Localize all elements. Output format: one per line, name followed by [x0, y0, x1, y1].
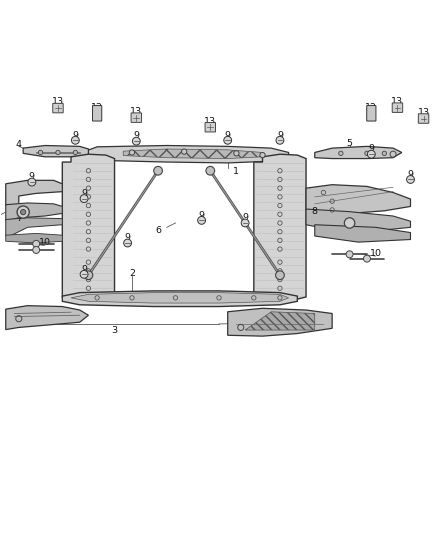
Circle shape: [21, 209, 26, 215]
Text: 9: 9: [81, 189, 87, 198]
Text: 4: 4: [16, 140, 22, 149]
Text: 10: 10: [370, 249, 381, 258]
Polygon shape: [315, 147, 402, 158]
Polygon shape: [6, 233, 62, 243]
Polygon shape: [80, 146, 289, 163]
FancyBboxPatch shape: [367, 106, 376, 121]
Text: 5: 5: [346, 139, 353, 148]
Text: 3: 3: [112, 326, 118, 335]
Text: 9: 9: [133, 132, 139, 140]
Text: 1: 1: [233, 167, 240, 176]
Circle shape: [198, 216, 205, 224]
Circle shape: [84, 271, 93, 279]
Circle shape: [28, 178, 36, 186]
FancyBboxPatch shape: [131, 113, 141, 123]
Text: 10: 10: [39, 238, 51, 247]
Polygon shape: [6, 305, 88, 329]
Circle shape: [39, 150, 43, 155]
Polygon shape: [23, 146, 88, 157]
FancyBboxPatch shape: [53, 103, 63, 113]
Text: 12: 12: [365, 103, 377, 112]
FancyBboxPatch shape: [92, 106, 102, 121]
Circle shape: [17, 206, 29, 218]
Text: 9: 9: [124, 233, 131, 243]
Circle shape: [80, 270, 88, 278]
Circle shape: [365, 151, 369, 156]
Circle shape: [367, 150, 375, 158]
Polygon shape: [62, 291, 297, 306]
Circle shape: [73, 150, 78, 155]
Circle shape: [346, 251, 353, 258]
Text: 13: 13: [417, 108, 430, 117]
Polygon shape: [306, 209, 410, 231]
Circle shape: [224, 136, 232, 144]
Text: 6: 6: [155, 227, 161, 235]
Polygon shape: [245, 312, 315, 330]
Polygon shape: [6, 180, 62, 206]
Circle shape: [33, 246, 40, 254]
Polygon shape: [6, 218, 62, 236]
Circle shape: [339, 151, 343, 156]
Text: 9: 9: [407, 169, 413, 179]
Text: 13: 13: [52, 98, 64, 107]
Text: 2: 2: [129, 269, 135, 278]
Circle shape: [154, 166, 162, 175]
Text: 8: 8: [312, 207, 318, 216]
Polygon shape: [306, 184, 410, 213]
Circle shape: [364, 255, 371, 262]
Polygon shape: [315, 225, 410, 242]
Circle shape: [276, 271, 284, 279]
Circle shape: [406, 175, 414, 183]
Text: 9: 9: [242, 213, 248, 222]
Circle shape: [344, 218, 355, 228]
Text: 9: 9: [198, 211, 205, 220]
Circle shape: [382, 151, 387, 156]
Circle shape: [260, 152, 265, 158]
Circle shape: [241, 219, 249, 227]
Circle shape: [182, 149, 187, 154]
Circle shape: [56, 150, 60, 155]
Text: 13: 13: [392, 98, 403, 107]
Polygon shape: [123, 149, 262, 158]
Text: 9: 9: [277, 131, 283, 140]
Circle shape: [234, 151, 239, 156]
FancyBboxPatch shape: [418, 114, 429, 123]
Polygon shape: [62, 154, 115, 301]
Text: 13: 13: [204, 117, 216, 126]
Circle shape: [276, 136, 284, 144]
Text: 7: 7: [16, 214, 22, 223]
Polygon shape: [6, 203, 62, 221]
Text: 13: 13: [130, 107, 142, 116]
Text: 9: 9: [72, 131, 78, 140]
Text: 9: 9: [29, 172, 35, 181]
Circle shape: [129, 150, 134, 155]
Polygon shape: [254, 154, 306, 301]
Circle shape: [71, 136, 79, 144]
Circle shape: [206, 166, 215, 175]
Polygon shape: [71, 293, 289, 303]
FancyBboxPatch shape: [392, 103, 403, 112]
Polygon shape: [228, 308, 332, 336]
Text: 9: 9: [81, 264, 87, 273]
Circle shape: [80, 195, 88, 203]
Text: 12: 12: [91, 103, 103, 112]
Circle shape: [124, 239, 131, 247]
Text: 9: 9: [225, 131, 231, 140]
FancyBboxPatch shape: [205, 123, 215, 132]
Circle shape: [132, 137, 140, 145]
Text: 9: 9: [368, 144, 374, 154]
Circle shape: [33, 240, 40, 247]
